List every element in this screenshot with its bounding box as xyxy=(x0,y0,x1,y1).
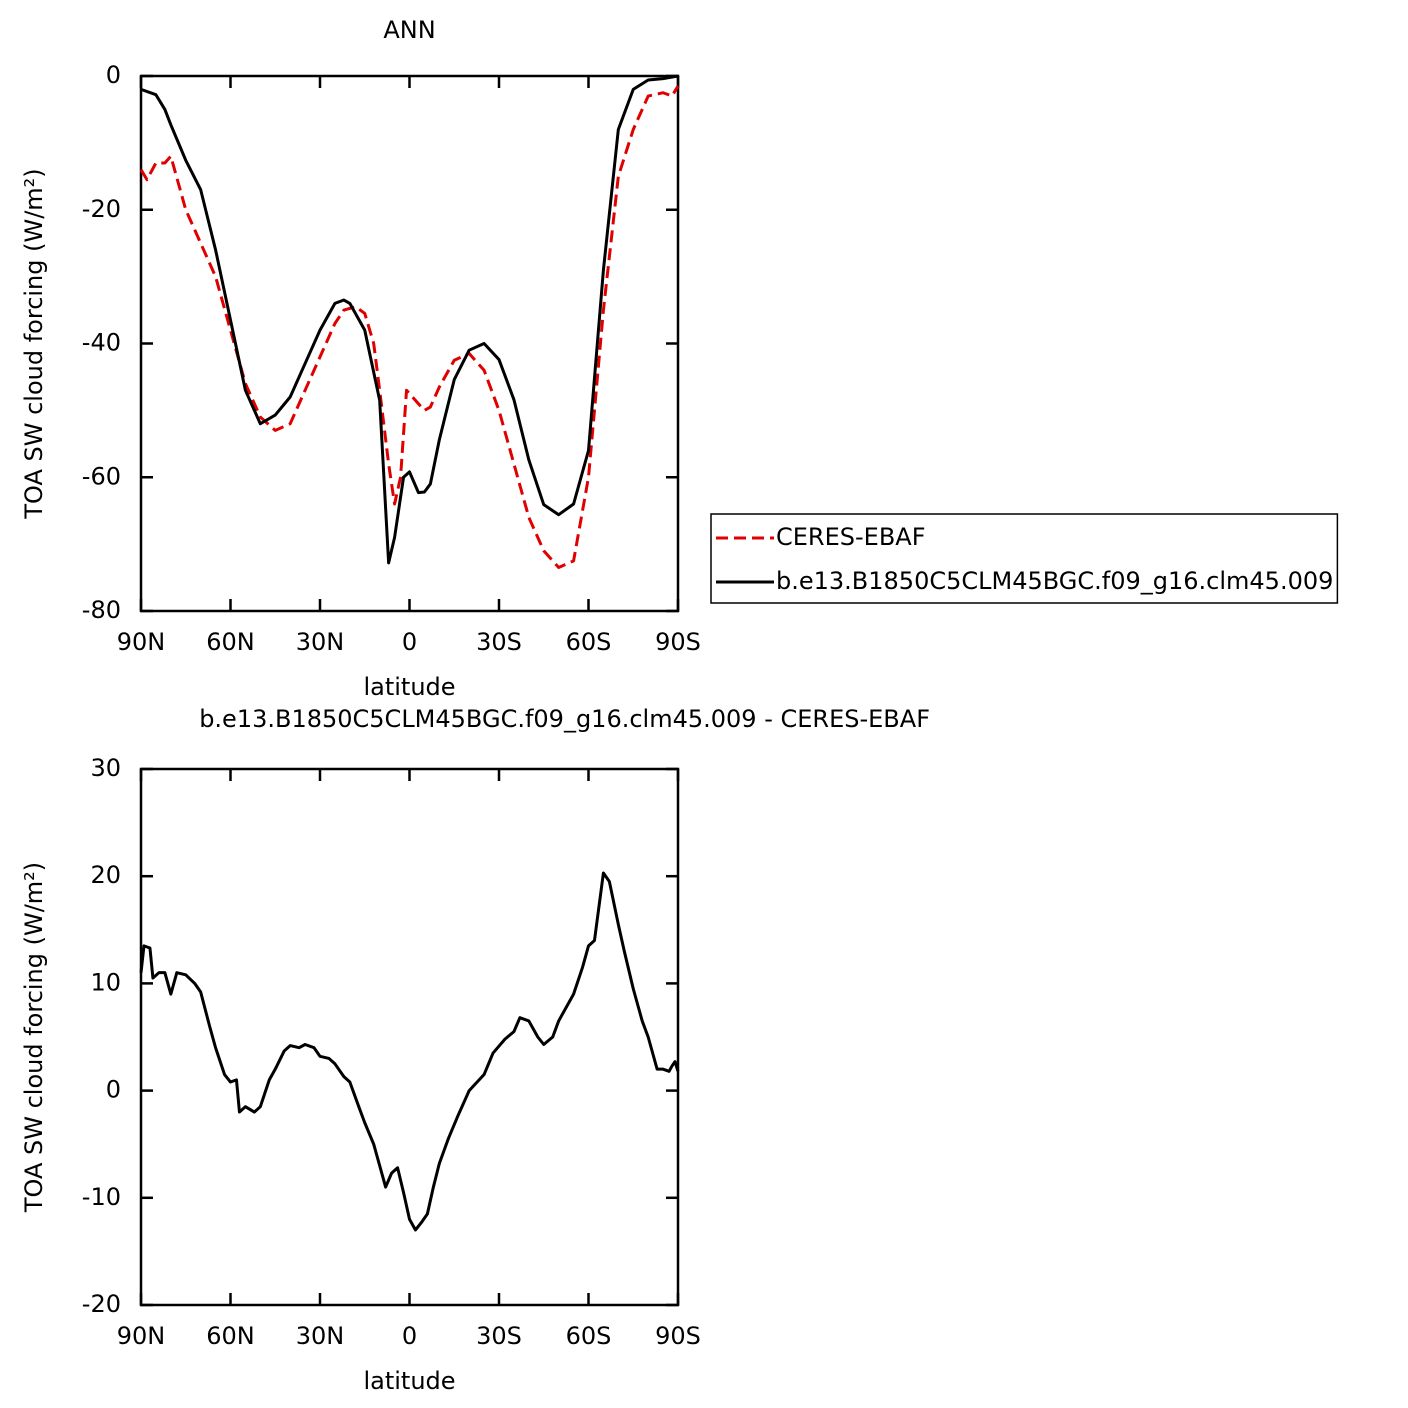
x-tick-label: 0 xyxy=(402,1322,417,1350)
legend-frame xyxy=(710,513,1339,604)
y-tick-label: -20 xyxy=(82,195,121,223)
y-axis-label: TOA SW cloud forcing (W/m²) xyxy=(20,862,48,1213)
chart-title: b.e13.B1850C5CLM45BGC.f09_g16.clm45.009 … xyxy=(199,705,930,733)
x-tick-label: 60S xyxy=(566,628,612,656)
data-line xyxy=(139,871,680,1232)
x-tick-label: 0 xyxy=(402,628,417,656)
x-tick-label: 30S xyxy=(476,1322,522,1350)
y-tick-label: 20 xyxy=(90,861,121,889)
y-tick-label: -60 xyxy=(82,462,121,490)
y-tick-label: -10 xyxy=(82,1183,121,1211)
y-tick-label: -40 xyxy=(82,329,121,357)
x-tick-label: 30N xyxy=(296,628,345,656)
x-tick-label: 90N xyxy=(117,1322,166,1350)
x-tick-label: 30S xyxy=(476,628,522,656)
y-tick-label: -20 xyxy=(82,1290,121,1318)
x-tick-label: 60N xyxy=(206,1322,255,1350)
x-axis-label: latitude xyxy=(363,673,455,701)
data-line xyxy=(140,74,679,565)
x-tick-label: 60N xyxy=(206,628,255,656)
y-tick-label: 30 xyxy=(90,754,121,782)
data-line xyxy=(139,85,680,570)
y-tick-label: -80 xyxy=(82,596,121,624)
x-tick-label: 90S xyxy=(655,628,701,656)
x-axis-label: latitude xyxy=(363,1367,455,1395)
plot-frame xyxy=(139,767,680,1307)
x-tick-label: 60S xyxy=(566,1322,612,1350)
legend-label: b.e13.B1850C5CLM45BGC.f09_g16.clm45.009 xyxy=(776,567,1333,595)
x-tick-label: 90N xyxy=(117,628,166,656)
y-tick-label: 10 xyxy=(90,968,121,996)
x-tick-label: 30N xyxy=(296,1322,345,1350)
y-tick-label: 0 xyxy=(106,1076,121,1104)
y-axis-label: TOA SW cloud forcing (W/m²) xyxy=(20,168,48,519)
y-tick-label: 0 xyxy=(106,61,121,89)
x-tick-label: 90S xyxy=(655,1322,701,1350)
legend-label: CERES-EBAF xyxy=(776,523,926,551)
chart-title: ANN xyxy=(383,16,435,44)
